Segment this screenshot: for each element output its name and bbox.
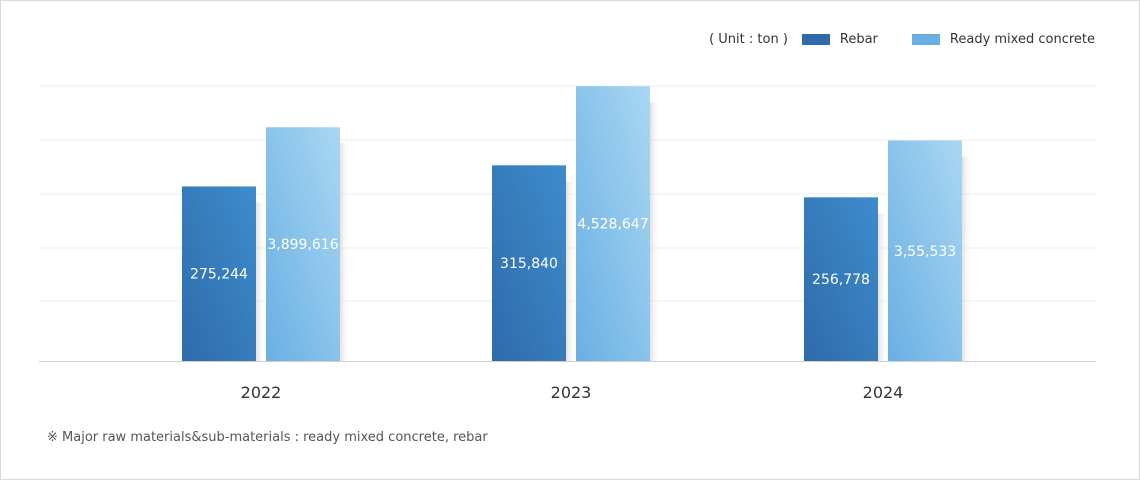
bar-shadow-rebar-2024 — [878, 213, 888, 361]
footnote: ※ Major raw materials&sub-materials : re… — [47, 430, 488, 445]
x-tick-label-2023: 2023 — [551, 383, 592, 402]
data-label-rebar-2022: 275,244 — [190, 267, 248, 283]
data-label-concrete-2022: 3,899,616 — [267, 237, 338, 253]
bar-shadow-concrete-2022 — [340, 143, 350, 361]
bar-concrete-2024 — [888, 140, 962, 361]
x-tick-label-2022: 2022 — [241, 383, 282, 402]
legend-label-rebar: Rebar — [839, 32, 878, 47]
legend: ( Unit : ton ) Rebar Ready mixed concret… — [709, 32, 1095, 47]
legend-item-rebar: Rebar — [801, 32, 878, 47]
data-label-concrete-2024: 3,55,533 — [894, 244, 956, 260]
bar-rebar-2024 — [804, 197, 878, 361]
bar-rebar-2022 — [182, 186, 256, 361]
data-label-rebar-2023: 315,840 — [500, 256, 558, 272]
legend-swatch-concrete — [911, 34, 940, 45]
data-label-concrete-2023: 4,528,647 — [577, 217, 648, 233]
unit-label: ( Unit : ton ) — [709, 32, 788, 47]
bar-concrete-2023 — [576, 86, 650, 362]
bar-shadow-rebar-2023 — [566, 181, 576, 361]
legend-swatch-rebar — [801, 34, 830, 45]
x-tick-label-2024: 2024 — [863, 383, 904, 402]
bar-shadow-rebar-2022 — [256, 202, 266, 361]
legend-label-concrete: Ready mixed concrete — [949, 32, 1095, 47]
data-label-rebar-2024: 256,778 — [812, 272, 870, 288]
bar-rebar-2023 — [492, 165, 566, 361]
bar-concrete-2022 — [266, 127, 340, 361]
bar-shadow-concrete-2023 — [650, 102, 660, 362]
legend-item-concrete: Ready mixed concrete — [911, 32, 1095, 47]
bar-shadow-concrete-2024 — [962, 156, 972, 361]
